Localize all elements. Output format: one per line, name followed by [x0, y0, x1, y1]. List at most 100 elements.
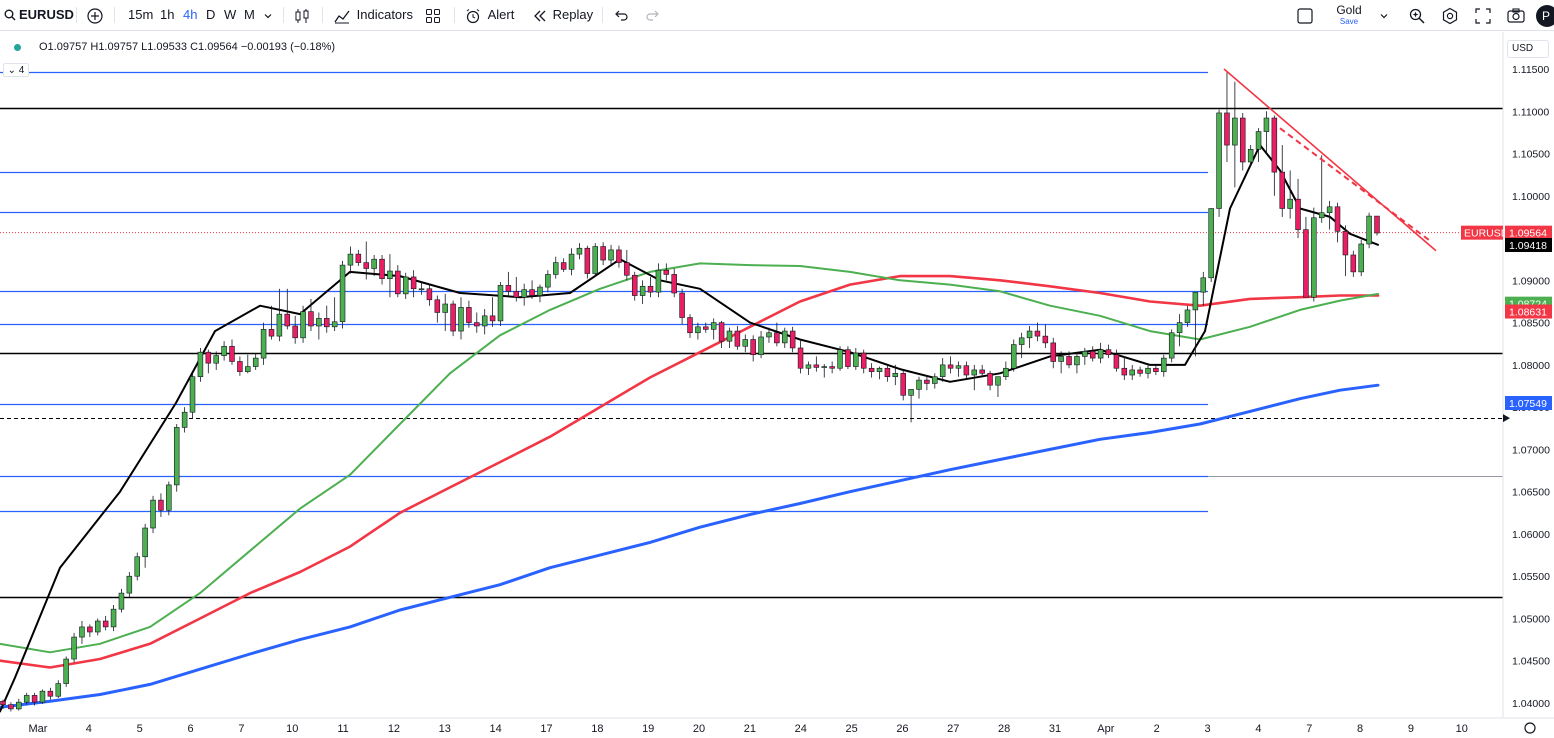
- plan-button[interactable]: Gold Save: [1326, 3, 1372, 26]
- candle-body: [1050, 342, 1056, 362]
- price-tags: EURUSD1.095641.094181.087241.086311.0754…: [1461, 225, 1552, 423]
- alert-label: Alert: [487, 7, 515, 22]
- candle-body: [316, 318, 322, 327]
- candle-body: [726, 330, 733, 342]
- interval-dropdown[interactable]: [263, 0, 273, 30]
- candle-body: [23, 695, 30, 703]
- candle-body: [458, 307, 464, 332]
- time-tick-label: 18: [591, 723, 603, 735]
- candle-body: [110, 608, 117, 628]
- price-axis[interactable]: 1.115001.110001.105001.100001.095001.090…: [0, 32, 1554, 719]
- candle-body: [884, 367, 891, 378]
- time-tick-label: 13: [439, 723, 451, 735]
- undo-button[interactable]: [613, 0, 629, 30]
- alert-button[interactable]: Alert: [465, 0, 514, 30]
- toolbar-divider: [454, 7, 455, 23]
- candle-body: [134, 556, 140, 577]
- candle-body: [95, 620, 101, 633]
- time-tick-label: 10: [1456, 723, 1468, 735]
- gear-icon[interactable]: [1524, 722, 1536, 734]
- candle-body: [1121, 367, 1128, 376]
- candle-body: [324, 318, 330, 328]
- candle-body: [505, 285, 512, 292]
- candle-body: [1074, 356, 1080, 366]
- moving-average-green: [0, 262, 1379, 654]
- candle-body: [513, 291, 520, 298]
- fullscreen-button[interactable]: [1474, 0, 1492, 30]
- currency-selector[interactable]: USD: [1507, 40, 1549, 58]
- candle-body: [821, 366, 827, 368]
- templates-button[interactable]: [425, 0, 441, 30]
- candle-body: [118, 592, 125, 610]
- toolbar-divider: [322, 7, 323, 23]
- candle-body: [276, 313, 283, 337]
- candle-body: [1153, 367, 1159, 372]
- candle-body: [1271, 117, 1278, 173]
- interval-1m[interactable]: M: [244, 7, 255, 22]
- candle-body: [71, 636, 77, 660]
- candle-body: [371, 258, 377, 269]
- candles-layer: [0, 72, 1380, 712]
- candle-body: [489, 315, 496, 322]
- interval-1w[interactable]: W: [224, 7, 237, 22]
- candle-body: [695, 326, 701, 334]
- avatar[interactable]: P: [1536, 5, 1554, 27]
- interval-1d[interactable]: D: [206, 7, 216, 22]
- time-tick-label: 4: [1255, 723, 1261, 735]
- time-tick-label: 7: [1306, 723, 1312, 735]
- time-axis[interactable]: Mar 4 5 6 7 10 11 12 13 14 17 18 19 20 21 24 25 26 27 28 31 A…: [29, 722, 1536, 735]
- candle-body: [813, 364, 820, 368]
- redo-icon: [646, 10, 659, 21]
- toolbar-divider: [114, 7, 115, 23]
- snapshot-button[interactable]: [1506, 0, 1526, 30]
- indicators-collapse-toggle[interactable]: ⌄ 4: [3, 63, 29, 77]
- candle-body: [979, 369, 985, 374]
- replay-button[interactable]: Replay: [533, 0, 593, 30]
- indicator-count: 4: [18, 65, 25, 76]
- time-tick-label: 8: [1357, 723, 1363, 735]
- candle-body: [63, 658, 69, 684]
- candle-body: [876, 367, 883, 372]
- candle-body: [1295, 198, 1301, 230]
- quick-search-button[interactable]: [1408, 0, 1426, 30]
- candle-body: [868, 367, 875, 372]
- candle-body: [584, 247, 591, 274]
- candle-body: [1003, 367, 1009, 378]
- time-tick-label: 25: [845, 723, 857, 735]
- indicators-button[interactable]: Indicators: [334, 0, 413, 30]
- candle-body: [939, 364, 946, 378]
- candle-body: [173, 427, 180, 486]
- candle-body: [545, 274, 551, 288]
- layout-button[interactable]: [1296, 0, 1314, 30]
- price-tag-bg: [1505, 395, 1552, 410]
- chart-type-button[interactable]: [294, 0, 310, 30]
- candle-body: [782, 330, 788, 344]
- candle-body: [260, 329, 267, 359]
- candle-body: [1255, 131, 1262, 150]
- plan-dropdown[interactable]: [1379, 0, 1389, 30]
- candle-body: [189, 376, 196, 413]
- compare-button[interactable]: [86, 0, 104, 30]
- interval-4h[interactable]: 4h: [183, 7, 198, 22]
- redo-button[interactable]: [645, 0, 661, 30]
- candle-body: [1034, 330, 1041, 337]
- price-tick-label: 1.11500: [1512, 64, 1549, 76]
- interval-15m[interactable]: 15m: [128, 7, 154, 22]
- candle-body: [102, 620, 109, 628]
- candle-body: [1232, 117, 1238, 146]
- price-tick-label: 1.10500: [1512, 149, 1550, 161]
- settings-button[interactable]: [1441, 0, 1459, 30]
- chevron-down-icon: [1380, 13, 1388, 18]
- alarm-clock-icon: [466, 8, 480, 23]
- symbol-search[interactable]: EURUSD: [4, 0, 74, 30]
- interval-1h[interactable]: 1h: [160, 7, 175, 22]
- market-status-dot[interactable]: [14, 44, 21, 51]
- candle-body: [908, 389, 914, 396]
- candle-body: [947, 364, 954, 369]
- candle-body: [402, 276, 409, 295]
- candle-body: [537, 286, 543, 296]
- candle-body: [1350, 254, 1357, 273]
- gear-icon: [1442, 7, 1458, 24]
- candle-body: [837, 349, 843, 369]
